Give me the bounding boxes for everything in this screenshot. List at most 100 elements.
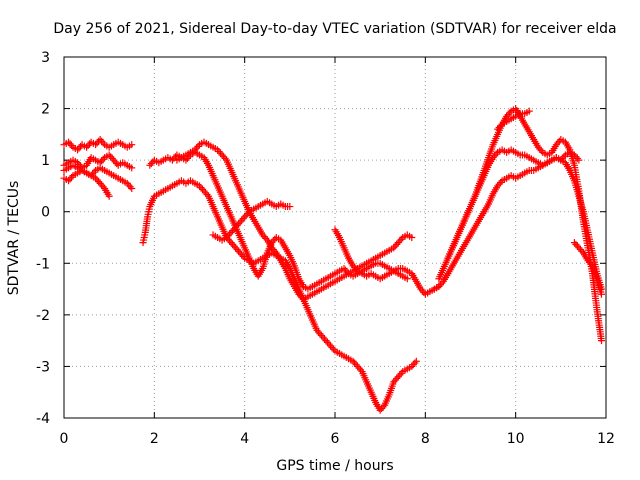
data-point-marker xyxy=(92,174,100,182)
data-point-marker xyxy=(92,141,100,149)
data-point-marker xyxy=(75,144,83,152)
data-point-marker xyxy=(572,240,580,248)
data-point-marker xyxy=(354,362,362,370)
y-tick-label: 3 xyxy=(41,50,50,66)
data-point-marker xyxy=(259,231,267,239)
y-axis-title: SDTVAR / TECUs xyxy=(6,181,22,296)
data-point-marker xyxy=(146,161,154,169)
data-point-marker xyxy=(107,153,115,161)
data-point-marker xyxy=(128,141,136,149)
data-point-marker xyxy=(409,361,417,369)
data-point-marker xyxy=(111,158,119,166)
data-point-marker xyxy=(232,244,240,252)
data-point-marker xyxy=(492,150,500,158)
data-point-marker xyxy=(286,203,294,211)
y-tick-label: 0 xyxy=(41,205,50,221)
y-tick-label: 1 xyxy=(41,153,50,169)
data-point-marker xyxy=(497,122,505,130)
data-point-marker xyxy=(396,237,404,245)
data-point-marker xyxy=(417,285,425,293)
data-point-marker xyxy=(560,153,568,161)
x-tick-label: 6 xyxy=(331,431,340,447)
data-point-marker xyxy=(355,364,363,372)
data-point-marker xyxy=(378,405,386,413)
data-point-marker xyxy=(194,142,202,150)
chart-title: Day 256 of 2021, Sidereal Day-to-day VTE… xyxy=(53,21,616,37)
data-point-marker xyxy=(295,290,303,298)
data-point-marker xyxy=(352,361,360,369)
data-point-marker xyxy=(403,275,411,283)
data-point-marker xyxy=(235,247,243,255)
data-points xyxy=(60,105,605,414)
series-13 xyxy=(570,239,605,298)
data-point-marker xyxy=(236,218,244,226)
data-point-marker xyxy=(585,258,593,266)
series-10 xyxy=(430,154,605,293)
data-point-marker xyxy=(105,151,113,159)
data-point-marker xyxy=(98,157,106,165)
data-point-marker xyxy=(408,234,416,241)
data-point-marker xyxy=(126,183,134,191)
x-axis: 0 2 4 6 8 10 12 xyxy=(60,57,615,447)
data-point-marker xyxy=(317,331,325,339)
data-point-marker xyxy=(192,144,200,152)
x-tick-label: 8 xyxy=(421,431,430,447)
data-point-marker xyxy=(229,240,237,248)
data-point-marker xyxy=(576,246,584,254)
data-point-marker xyxy=(412,357,420,365)
data-point-marker xyxy=(98,181,106,189)
data-point-marker xyxy=(379,403,387,411)
y-tick-label: -4 xyxy=(36,411,50,427)
data-point-marker xyxy=(319,333,327,341)
data-point-marker xyxy=(218,151,226,159)
series-8 xyxy=(331,226,411,283)
series-12 xyxy=(494,107,533,133)
series-6 xyxy=(173,138,416,303)
data-point-marker xyxy=(573,242,581,250)
data-point-marker xyxy=(393,374,401,382)
data-point-marker xyxy=(239,215,247,223)
data-point-marker xyxy=(236,249,244,257)
data-point-marker xyxy=(99,139,107,147)
data-point-marker xyxy=(351,359,359,367)
series-1 xyxy=(60,151,136,172)
data-point-marker xyxy=(99,155,107,163)
data-point-marker xyxy=(68,142,76,150)
data-point-marker xyxy=(320,335,328,343)
data-point-marker xyxy=(537,147,545,155)
data-point-marker xyxy=(552,141,560,149)
data-point-marker xyxy=(584,257,592,265)
data-point-marker xyxy=(95,178,103,186)
data-point-marker xyxy=(554,139,562,147)
y-axis: -4 -3 -2 -1 0 1 2 3 xyxy=(36,50,606,427)
data-point-marker xyxy=(271,247,279,255)
data-point-marker xyxy=(316,330,324,338)
data-point-marker xyxy=(418,287,426,295)
data-point-marker xyxy=(90,168,98,176)
data-point-marker xyxy=(226,230,234,238)
data-point-marker xyxy=(241,213,249,221)
data-point-marker xyxy=(123,179,131,187)
data-point-marker xyxy=(597,290,605,298)
data-point-marker xyxy=(233,221,241,229)
data-point-marker xyxy=(506,109,514,117)
data-point-marker xyxy=(376,406,384,414)
data-point-marker xyxy=(587,260,595,268)
data-point-marker xyxy=(125,181,133,189)
x-tick-label: 4 xyxy=(240,431,249,447)
x-tick-label: 0 xyxy=(60,431,69,447)
data-point-marker xyxy=(235,220,243,228)
data-point-marker xyxy=(260,233,268,241)
data-point-marker xyxy=(494,125,502,133)
x-tick-label: 10 xyxy=(507,431,525,447)
data-point-marker xyxy=(199,185,207,193)
data-point-marker xyxy=(536,145,544,153)
data-point-marker xyxy=(203,191,211,199)
data-point-marker xyxy=(98,137,106,145)
x-tick-label: 2 xyxy=(150,431,159,447)
data-point-marker xyxy=(128,185,136,193)
data-point-marker xyxy=(221,154,229,162)
data-point-marker xyxy=(357,366,365,374)
data-point-marker xyxy=(391,242,399,250)
